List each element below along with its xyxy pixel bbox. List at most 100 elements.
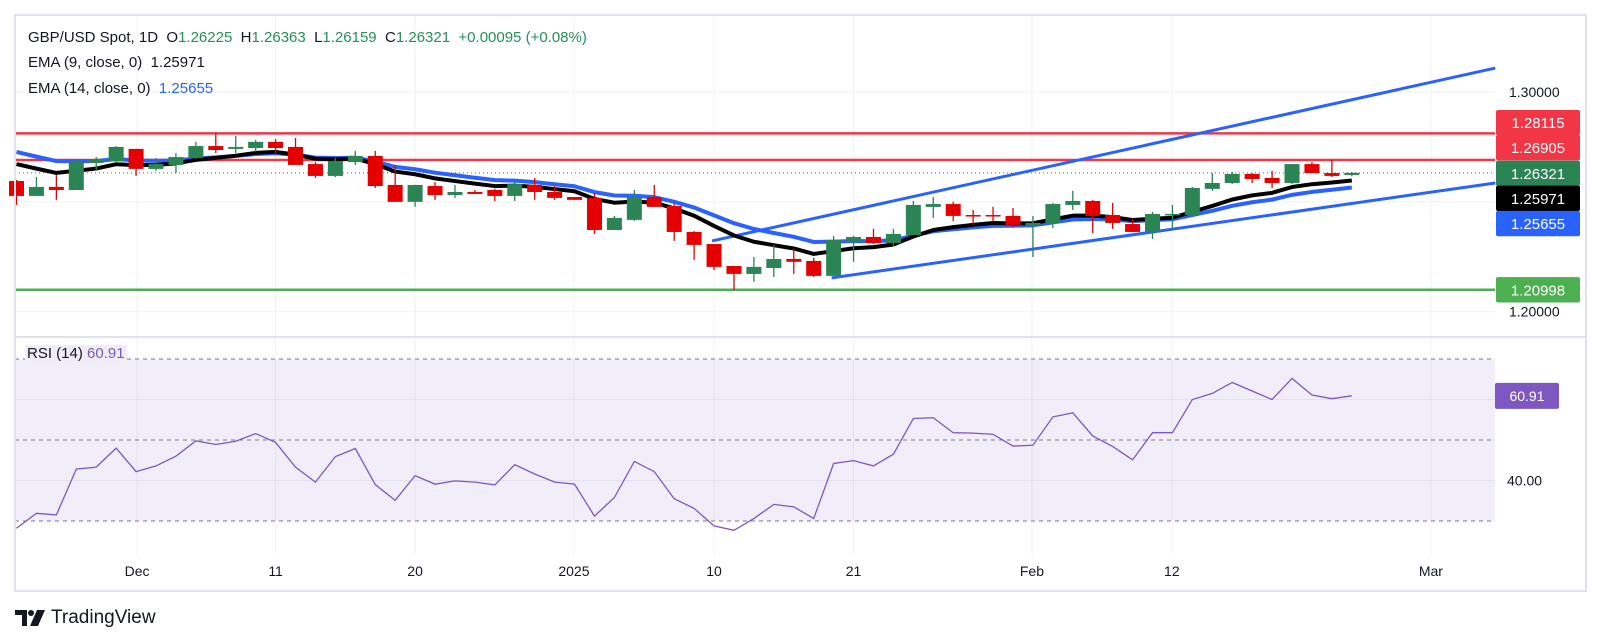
candle-body — [1105, 215, 1121, 223]
candle — [268, 139, 284, 156]
candle — [686, 231, 702, 260]
candle — [407, 184, 423, 207]
candle-body — [407, 184, 423, 202]
candle — [826, 235, 842, 276]
candle — [626, 189, 642, 221]
candle-body — [28, 186, 44, 196]
candle-body — [1184, 188, 1200, 216]
candle-body — [1125, 224, 1141, 232]
high-value: 1.26363 — [251, 29, 306, 46]
candle — [586, 193, 602, 234]
candle-body — [746, 266, 762, 274]
symbol-title[interactable]: GBP/USD Spot, 1D — [28, 29, 159, 46]
price-tick-label: 1.30000 — [1509, 84, 1560, 100]
ema-lines — [16, 149, 1353, 256]
candle-body — [1264, 177, 1280, 183]
candle — [885, 228, 901, 247]
price-scale[interactable]: 1.30000 1.20000 1.28115 1.26905 1.26321 1.259… — [1496, 84, 1580, 320]
tradingview-logo[interactable]: TradingView — [15, 607, 156, 629]
candle — [646, 184, 662, 207]
candle — [1224, 171, 1240, 185]
candle — [527, 177, 543, 200]
candle — [706, 244, 722, 270]
x-tick-label: Dec — [125, 563, 150, 579]
candle — [228, 135, 244, 154]
candle — [88, 157, 104, 170]
candle — [1005, 208, 1021, 227]
horizontal-levels[interactable] — [15, 132, 1495, 292]
candle-body — [1344, 172, 1360, 175]
candle — [1164, 204, 1180, 229]
candle — [766, 244, 782, 277]
resistance-2-price-badge[interactable] — [1496, 110, 1580, 136]
rsi-legend[interactable]: RSI (14) 60.91 — [25, 345, 127, 363]
candle — [367, 150, 383, 189]
candle-body — [925, 204, 941, 207]
candle — [1264, 170, 1280, 189]
candle-body — [1324, 173, 1340, 176]
ema9-price-badge[interactable] — [1496, 185, 1580, 211]
ema14-price-badge[interactable] — [1496, 210, 1580, 237]
candle — [666, 202, 682, 241]
resistance-1-price-badge-label: 1.26905 — [1511, 140, 1565, 157]
candle-body — [985, 215, 1001, 217]
candle — [48, 175, 64, 200]
candle-body — [1145, 213, 1161, 232]
candle — [567, 197, 583, 200]
low-label: L — [314, 29, 323, 46]
candle — [327, 157, 343, 178]
candle — [985, 206, 1001, 222]
candle-body — [885, 233, 901, 243]
rsi-current-label: 60.91 — [1509, 388, 1544, 404]
last-price-badge-label: 1.26321 — [1511, 166, 1565, 183]
candle-body — [826, 239, 842, 276]
channel-lower[interactable] — [831, 181, 1496, 280]
candle-body — [128, 148, 144, 169]
candle — [347, 150, 363, 165]
candle — [547, 186, 563, 200]
open-value: 1.26225 — [178, 29, 233, 46]
candle-body — [1224, 173, 1240, 183]
candle — [307, 162, 323, 178]
x-tick-label: 10 — [706, 563, 722, 579]
candle-body — [188, 146, 204, 158]
channel-upper[interactable] — [711, 66, 1496, 243]
candle-body — [1164, 213, 1180, 216]
candle — [1324, 159, 1340, 178]
rsi-pane: 40.00 60.91 — [15, 358, 1559, 532]
rsi-label: RSI (14) — [27, 345, 83, 362]
candle-body — [88, 159, 104, 163]
last-price-badge[interactable] — [1496, 160, 1580, 186]
candle-body — [547, 191, 563, 198]
candle — [168, 153, 184, 174]
ema9-price-badge-label: 1.25971 — [1511, 191, 1565, 208]
candle-body — [706, 244, 722, 267]
candle-body — [148, 164, 164, 169]
candle-body — [965, 215, 981, 217]
x-tick-label: 21 — [846, 563, 862, 579]
candle — [846, 235, 862, 262]
tradingview-logo-icon — [15, 610, 45, 626]
support-price-badge[interactable] — [1496, 277, 1580, 303]
candle-body — [846, 237, 862, 241]
candle-body — [686, 231, 702, 245]
ema9-legend[interactable]: EMA (9, close, 0) 1.25971 — [28, 54, 205, 72]
candle — [865, 228, 881, 245]
candle-body — [507, 184, 523, 196]
candle-body — [268, 141, 284, 149]
trendlines[interactable] — [711, 66, 1496, 280]
candle-body — [1085, 200, 1101, 216]
resistance-1-price-badge[interactable] — [1496, 135, 1580, 161]
candle-body — [646, 197, 662, 207]
candle-body — [1204, 182, 1220, 189]
rsi-current-badge — [1495, 382, 1559, 409]
candle — [9, 179, 24, 205]
candle — [1304, 162, 1320, 174]
price-tick-label: 1.20000 — [1509, 304, 1560, 320]
candle-body — [1284, 164, 1300, 183]
candle — [606, 215, 622, 230]
candle-body — [68, 162, 84, 190]
ema14-legend[interactable]: EMA (14, close, 0) 1.25655 — [28, 80, 213, 98]
rsi-line — [16, 377, 1352, 532]
